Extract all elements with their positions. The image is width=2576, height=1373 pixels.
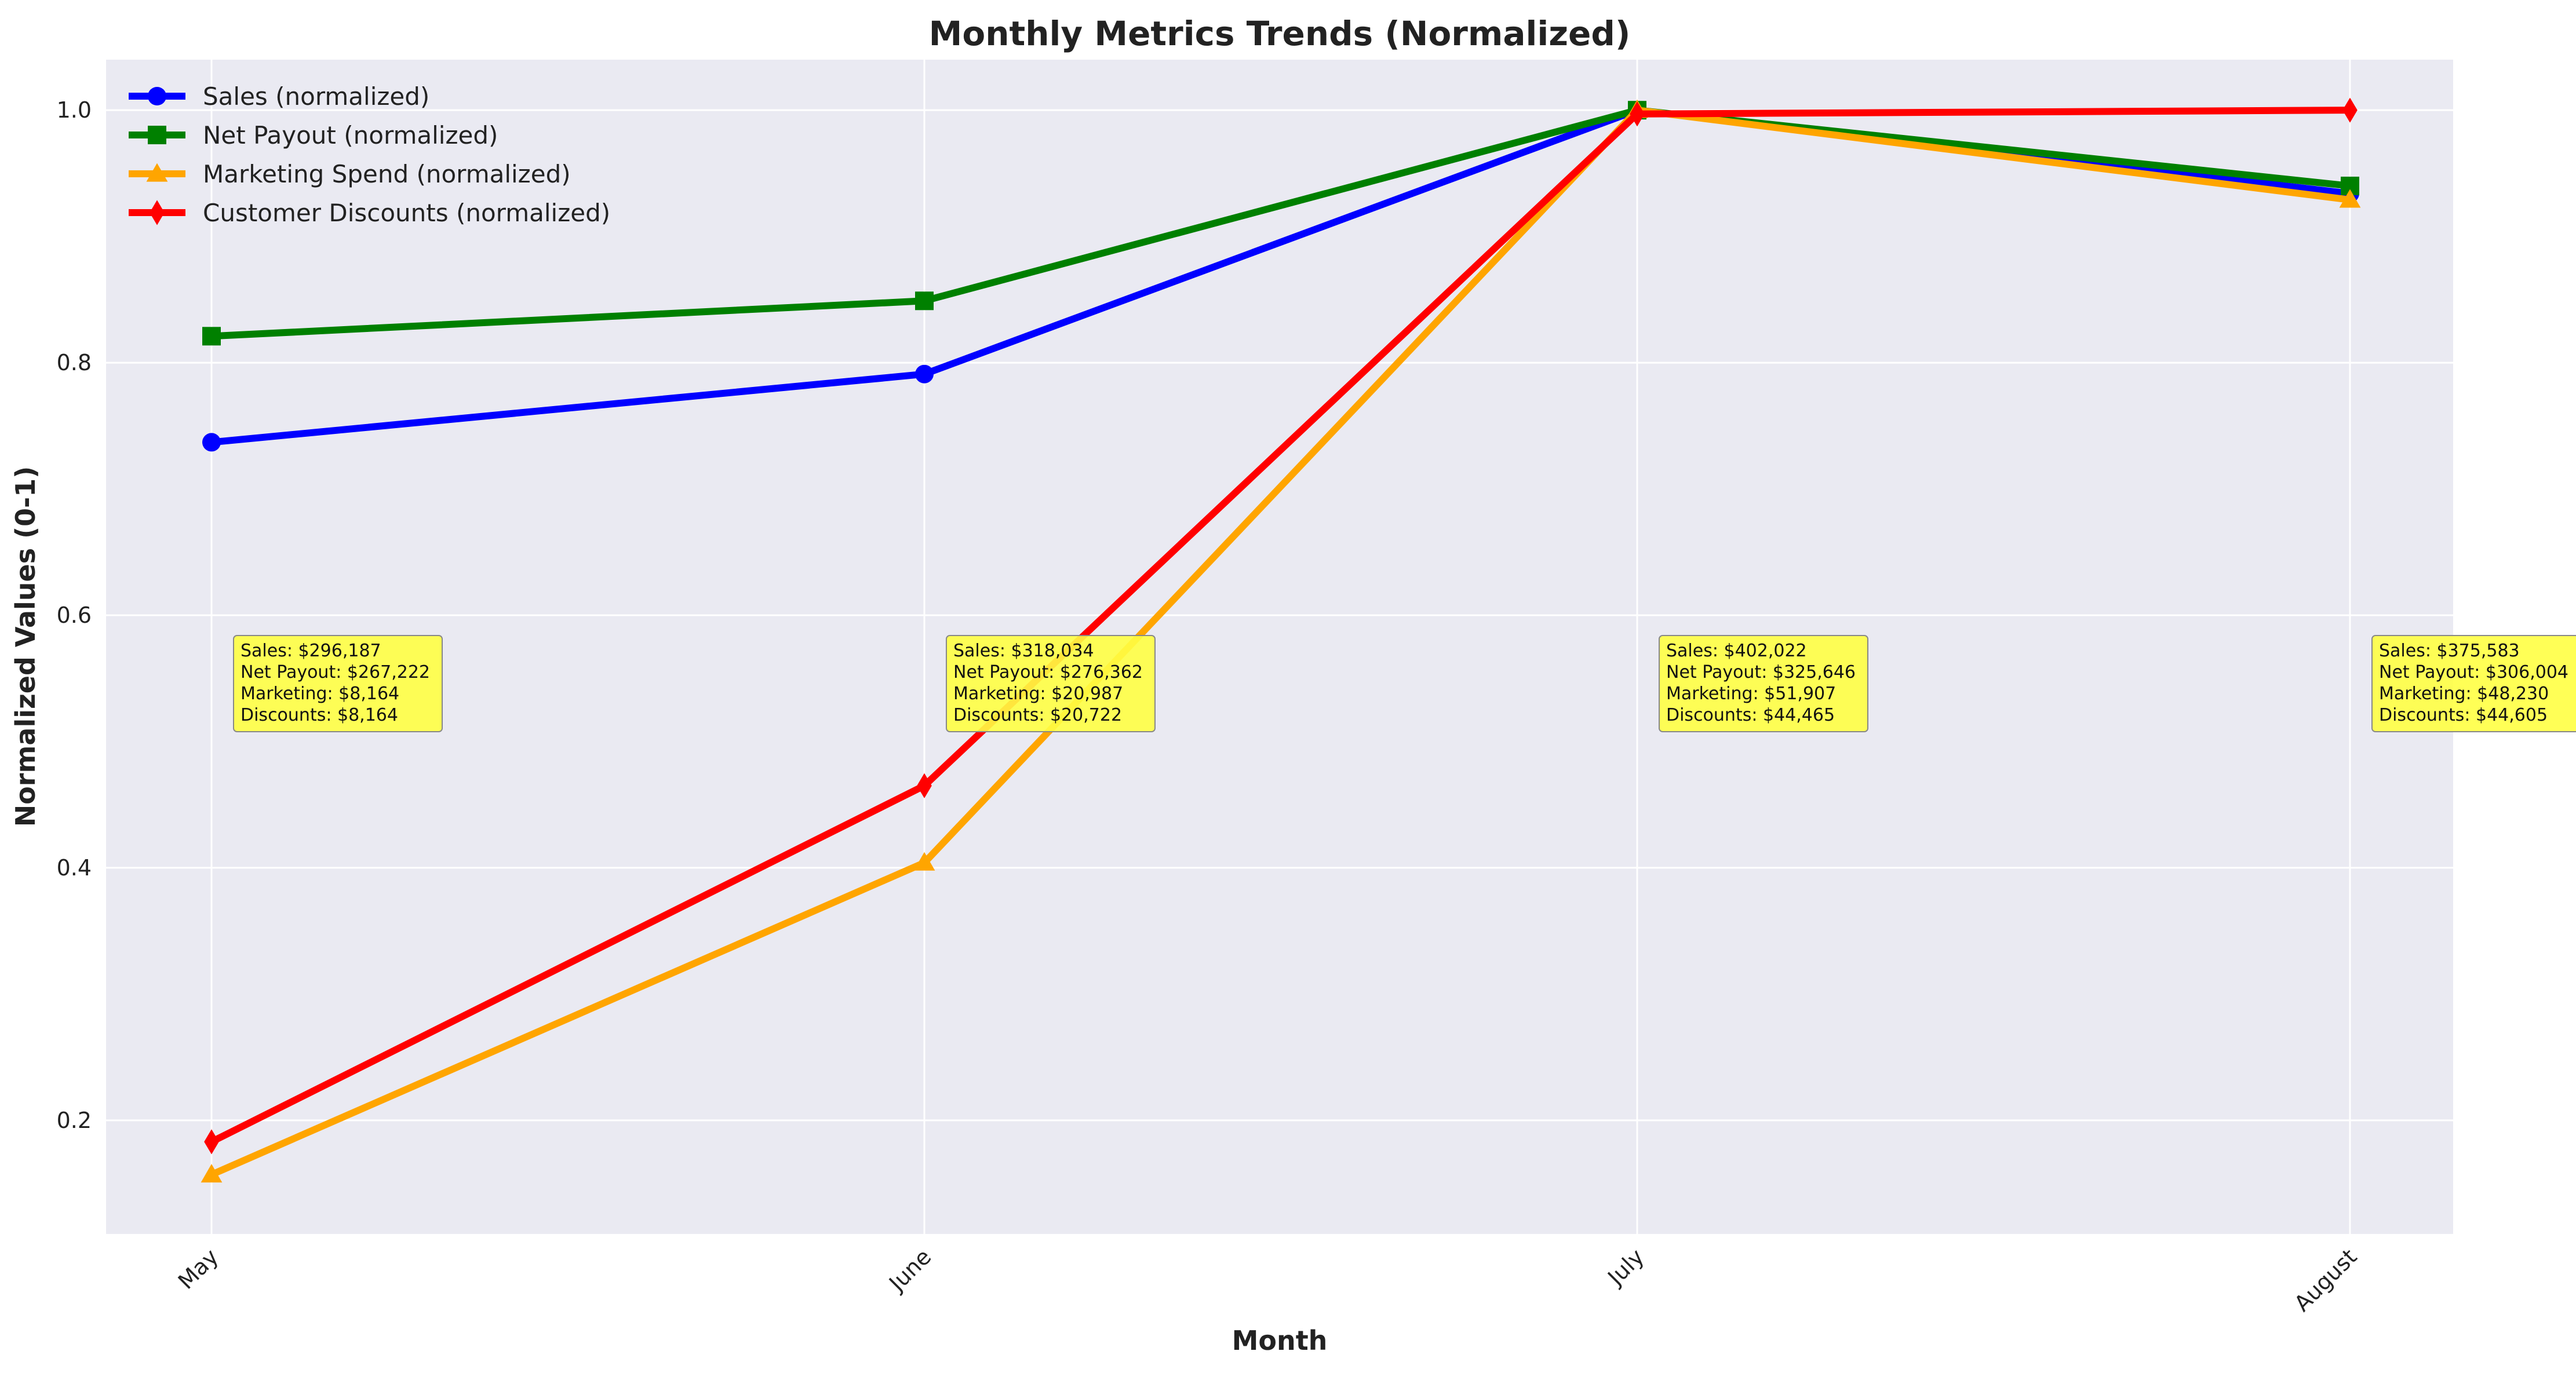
legend-item: Sales (normalized)	[129, 82, 429, 111]
legend-item: Marketing Spend (normalized)	[129, 160, 571, 188]
plot-area	[106, 60, 2453, 1234]
annotation-text: Sales: $318,034	[953, 641, 1094, 661]
legend-label: Sales (normalized)	[203, 82, 429, 111]
annotation-background	[946, 635, 1156, 732]
series-group	[201, 97, 2361, 1183]
annotation-text: Marketing: $51,907	[1666, 684, 1836, 704]
data-point	[2342, 97, 2358, 123]
series-line	[208, 107, 2353, 1145]
data-point	[915, 364, 934, 384]
y-tick-label: 1.0	[57, 97, 92, 123]
series-line	[208, 107, 2353, 1178]
data-point	[202, 433, 221, 452]
y-tick-label: 0.4	[57, 855, 92, 881]
data-point	[915, 291, 934, 311]
legend-marker	[146, 163, 168, 182]
annotation-text: Marketing: $48,230	[2379, 684, 2549, 704]
data-point	[201, 1164, 223, 1183]
annotation-text: Discounts: $20,722	[953, 705, 1122, 725]
data-point	[2339, 189, 2361, 208]
annotation-text: Discounts: $44,465	[1666, 705, 1835, 725]
annotation-text: Sales: $402,022	[1666, 641, 1807, 661]
y-tick-label: 0.2	[57, 1108, 92, 1133]
x-axis-label: Month	[1232, 1325, 1328, 1356]
annotation-text: Net Payout: $276,362	[953, 662, 1143, 682]
legend-label: Customer Discounts (normalized)	[203, 199, 610, 227]
data-point	[204, 1129, 219, 1155]
annotation-text: Marketing: $8,164	[241, 684, 399, 704]
data-point	[1630, 101, 1645, 127]
data-point	[202, 327, 221, 346]
legend-item: Customer Discounts (normalized)	[129, 199, 610, 227]
annotation-background	[233, 635, 443, 732]
data-point	[917, 773, 932, 798]
legend-label: Marketing Spend (normalized)	[203, 160, 571, 188]
annotation-text: Discounts: $44,605	[2379, 705, 2548, 725]
series-net	[202, 101, 2359, 346]
annotation-text: Discounts: $8,164	[241, 705, 398, 725]
annotation-background	[2371, 635, 2576, 732]
legend: Sales (normalized) Net Payout (normalized…	[129, 82, 610, 227]
data-point	[913, 852, 935, 871]
legend-item: Net Payout (normalized)	[129, 121, 498, 149]
annotation-text: Sales: $375,583	[2379, 641, 2520, 661]
annotation-text: Net Payout: $325,646	[1666, 662, 1856, 682]
legend-marker	[148, 87, 166, 105]
annotation-text: Net Payout: $267,222	[241, 662, 430, 682]
annotation-text: Sales: $296,187	[241, 641, 381, 661]
legend-label: Net Payout (normalized)	[203, 121, 498, 149]
series-customer	[204, 97, 2358, 1155]
annotation-text: Net Payout: $306,004	[2379, 662, 2568, 682]
series-line	[208, 107, 2353, 340]
annotation-text: Marketing: $20,987	[953, 684, 1123, 704]
y-tick-label: 0.6	[57, 602, 92, 628]
y-axis-label: Normalized Values (0-1)	[10, 466, 41, 827]
y-tick-label: 0.8	[57, 350, 92, 375]
legend-marker	[148, 126, 166, 144]
annotation-background	[1659, 635, 1868, 732]
chart-title: Monthly Metrics Trends (Normalized)	[929, 14, 1631, 53]
gridlines	[106, 60, 2453, 1234]
legend-marker	[150, 200, 165, 225]
